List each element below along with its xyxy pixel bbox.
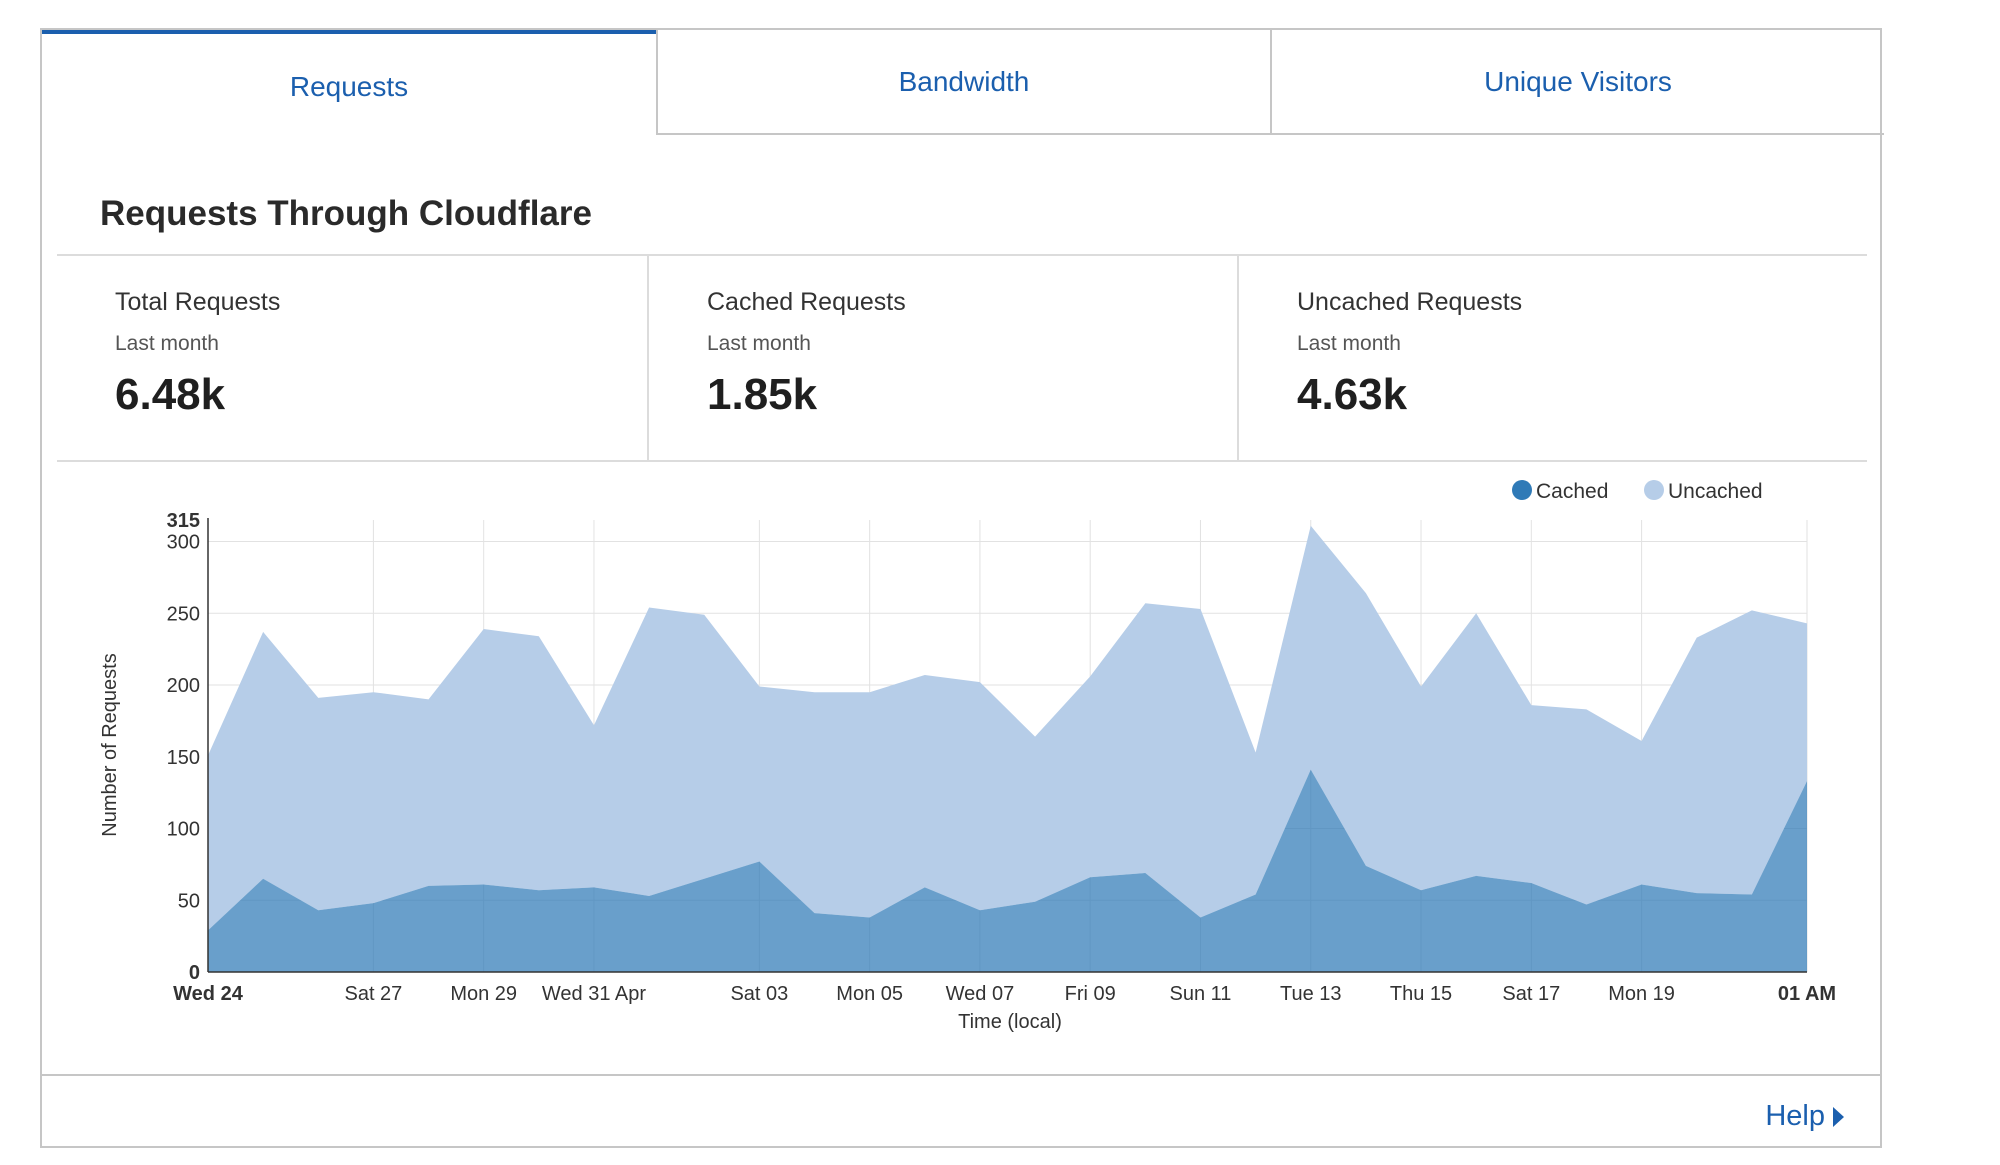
analytics-panel: Requests Bandwidth Unique Visitors Reque…	[40, 28, 1884, 1148]
y-tick-label: 250	[167, 603, 200, 625]
stat-period: Last month	[707, 332, 811, 355]
x-tick-label: Wed 24	[173, 983, 244, 1005]
y-tick-label: 150	[167, 747, 200, 769]
stat-value: 4.63k	[1297, 370, 1408, 419]
stat-label: Total Requests	[115, 288, 281, 316]
chart-legend: Cached Uncached	[1512, 480, 1763, 503]
y-tick-label: 50	[178, 890, 200, 912]
legend-label-cached: Cached	[1536, 480, 1608, 503]
x-tick-label: Mon 19	[1608, 983, 1675, 1005]
stat-period: Last month	[115, 332, 219, 355]
tab-bandwidth[interactable]: Bandwidth	[656, 30, 1270, 135]
x-axis-title: Time (local)	[958, 1011, 1062, 1033]
y-tick-label: 200	[167, 675, 200, 697]
stat-value: 6.48k	[115, 370, 226, 419]
y-tick-label: 315	[167, 510, 200, 532]
y-axis-title: Number of Requests	[99, 653, 121, 836]
help-link[interactable]: Help	[1765, 1100, 1844, 1133]
legend-swatch-uncached	[1644, 480, 1664, 500]
stat-uncached-requests: Uncached Requests Last month 4.63k	[1237, 254, 1867, 460]
series-area-uncached	[208, 525, 1807, 931]
help-label: Help	[1765, 1100, 1825, 1132]
stat-cached-requests: Cached Requests Last month 1.85k	[647, 254, 1237, 460]
x-tick-label: Sat 27	[344, 983, 402, 1005]
tab-unique-visitors[interactable]: Unique Visitors	[1270, 30, 1884, 135]
chart-areas	[208, 525, 1807, 972]
footer-divider	[42, 1074, 1880, 1076]
x-tick-label: 01 AM	[1778, 983, 1836, 1005]
x-tick-label: Thu 15	[1390, 983, 1452, 1005]
x-tick-label: Mon 05	[836, 983, 903, 1005]
stat-label: Uncached Requests	[1297, 288, 1523, 316]
divider	[57, 254, 1867, 256]
series-area-cached	[208, 769, 1807, 972]
x-tick-label: Wed 07	[946, 983, 1015, 1005]
x-tick-label: Fri 09	[1065, 983, 1116, 1005]
x-tick-label: Sat 03	[730, 983, 788, 1005]
x-tick-label: Mon 29	[450, 983, 517, 1005]
tab-requests[interactable]: Requests	[42, 30, 656, 135]
divider	[57, 460, 1867, 462]
section-title: Requests Through Cloudflare	[100, 194, 592, 233]
legend-swatch-cached	[1512, 480, 1532, 500]
stat-total-requests: Total Requests Last month 6.48k	[57, 254, 647, 460]
stat-label: Cached Requests	[707, 288, 906, 316]
x-tick-label: Wed 31 Apr	[542, 983, 646, 1005]
stat-value: 1.85k	[707, 370, 818, 419]
x-tick-label: Tue 13	[1280, 983, 1342, 1005]
x-tick-label: Sat 17	[1502, 983, 1560, 1005]
y-tick-label: 0	[189, 962, 200, 984]
x-tick-label: Sun 11	[1170, 983, 1232, 1005]
caret-right-icon	[1833, 1106, 1844, 1127]
stat-period: Last month	[1297, 332, 1401, 355]
y-tick-label: 100	[167, 819, 200, 841]
y-tick-label: 300	[167, 532, 200, 554]
legend-label-uncached: Uncached	[1668, 480, 1763, 503]
